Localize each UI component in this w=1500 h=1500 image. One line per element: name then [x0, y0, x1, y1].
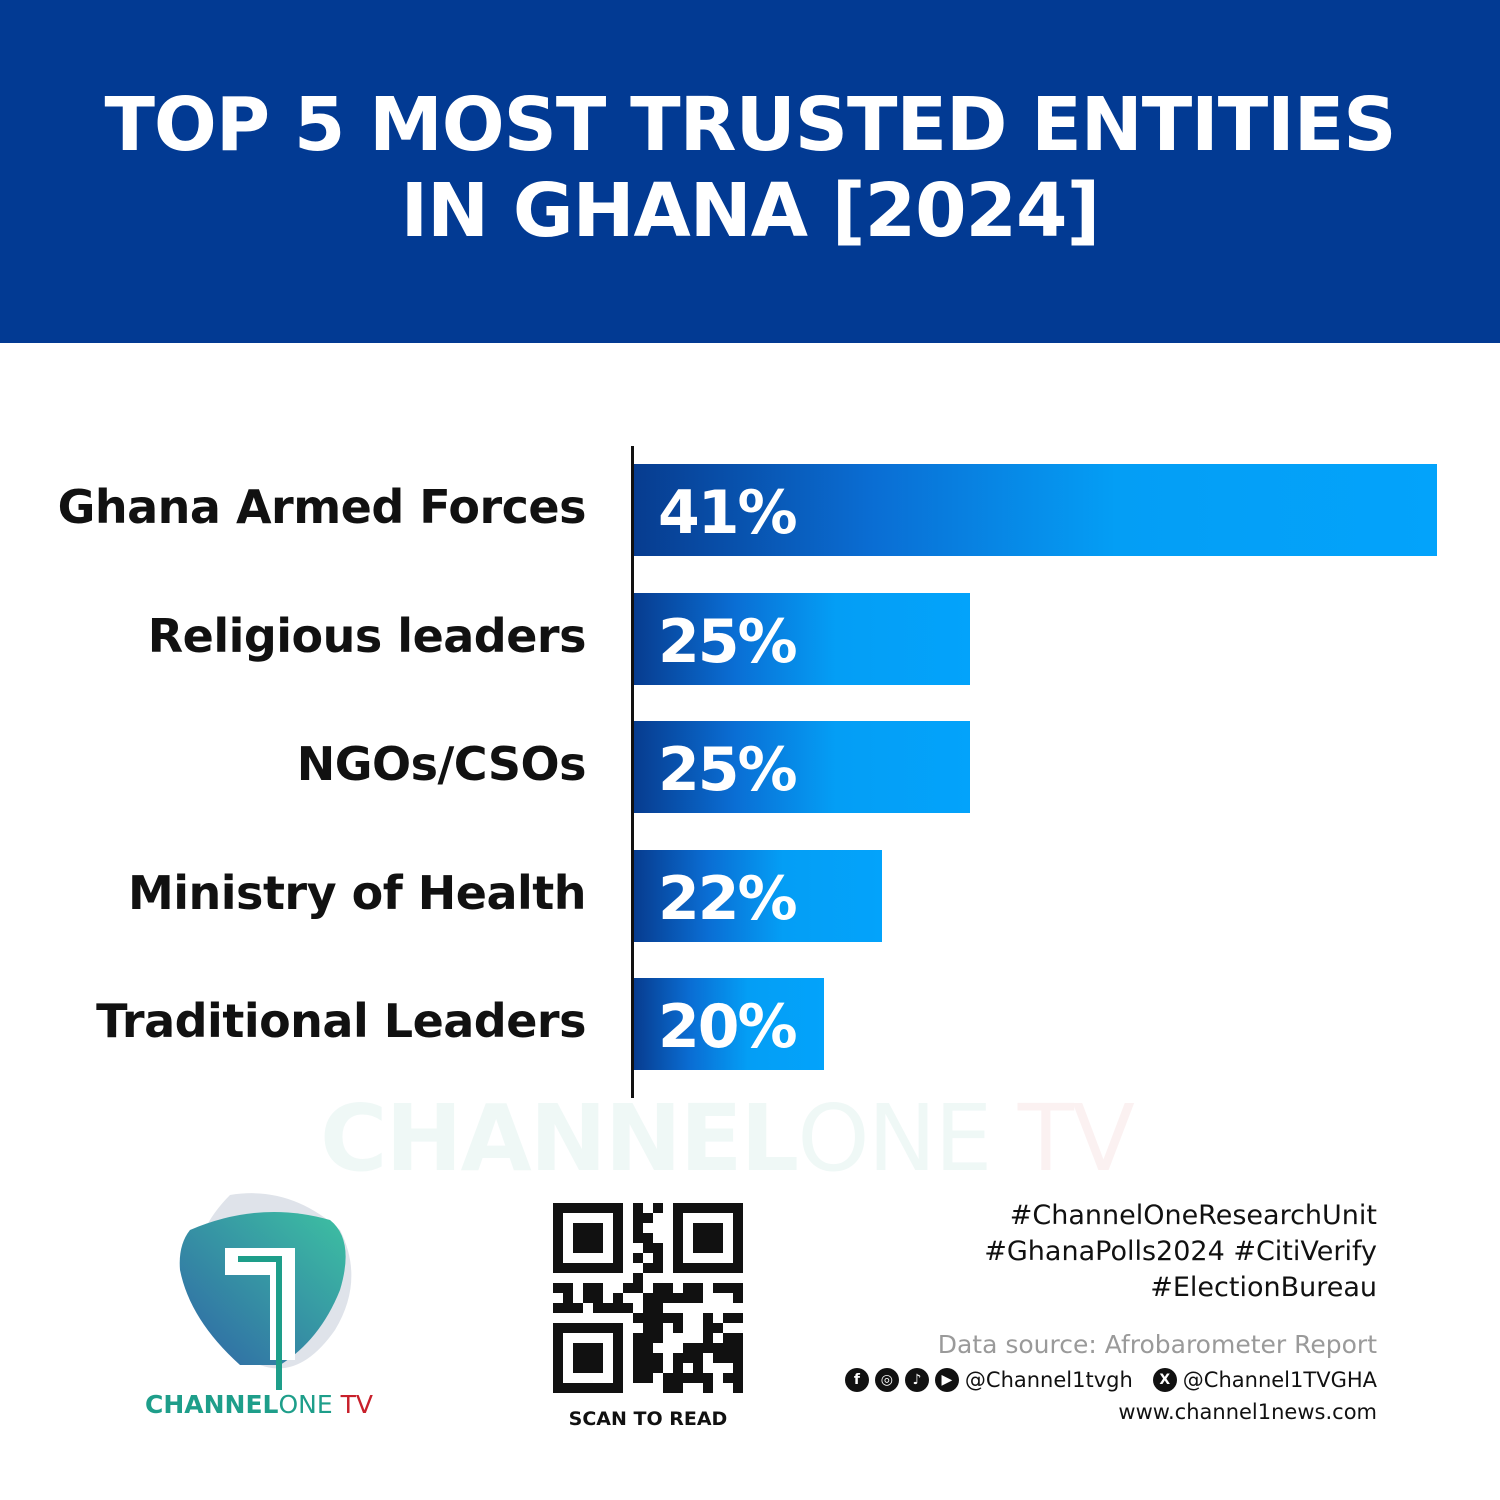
tiktok-icon[interactable]: ♪ [904, 1368, 929, 1392]
hashtag-line: #ChannelOneResearchUnit [1009, 1200, 1377, 1231]
data-label: 20% [658, 992, 798, 1062]
data-label: 22% [658, 863, 798, 934]
handle-channel1tvgh[interactable]: @Channel1tvgh [964, 1368, 1133, 1392]
hashtags: #ChannelOneResearchUnit #GhanaPolls2024 … [984, 1198, 1377, 1306]
watermark: CHANNELONE TV [320, 1085, 1135, 1192]
qr-caption: SCAN TO READ [568, 1408, 728, 1430]
channelone-logo-icon [179, 1193, 352, 1390]
data-label: 41% [658, 478, 798, 548]
bar: 25% [634, 592, 970, 685]
bar: 41% [634, 464, 1437, 556]
logo-wordmark: CHANNELONE TV [145, 1390, 373, 1419]
category-label: Ghana Armed Forces [57, 480, 587, 534]
facebook-icon[interactable]: f [844, 1368, 869, 1392]
data-label: 25% [658, 606, 798, 677]
data-label: 25% [658, 735, 798, 805]
instagram-icon[interactable]: ◎ [874, 1368, 899, 1392]
bar: 20% [634, 978, 824, 1070]
category-label: Ministry of Health [128, 865, 587, 920]
qr-code-icon[interactable] [553, 1203, 743, 1393]
handle-channel1tvgha[interactable]: @Channel1TVGHA [1182, 1368, 1377, 1392]
data-source: Data source: Afrobarometer Report [937, 1330, 1377, 1359]
hashtag-line: #ElectionBureau [1150, 1272, 1377, 1303]
chart-title: TOP 5 MOST TRUSTED ENTITIES IN GHANA [20… [104, 81, 1396, 254]
category-label: NGOs/CSOs [296, 737, 587, 791]
hashtag-line: #GhanaPolls2024 #CitiVerify [984, 1236, 1377, 1267]
x-icon[interactable]: X [1152, 1368, 1177, 1392]
category-label: Traditional Leaders [96, 994, 586, 1048]
social-handles: f ◎ ♪ ▶ @Channel1tvgh X @Channel1TVGHA [844, 1368, 1377, 1392]
website-link[interactable]: www.channel1news.com [1118, 1400, 1377, 1424]
bar: 22% [634, 849, 883, 942]
header-banner: TOP 5 MOST TRUSTED ENTITIES IN GHANA [20… [0, 0, 1500, 343]
bar: 25% [634, 721, 970, 813]
category-label: Religious leaders [147, 608, 587, 663]
youtube-icon[interactable]: ▶ [934, 1368, 959, 1392]
y-axis-line [631, 446, 634, 1098]
